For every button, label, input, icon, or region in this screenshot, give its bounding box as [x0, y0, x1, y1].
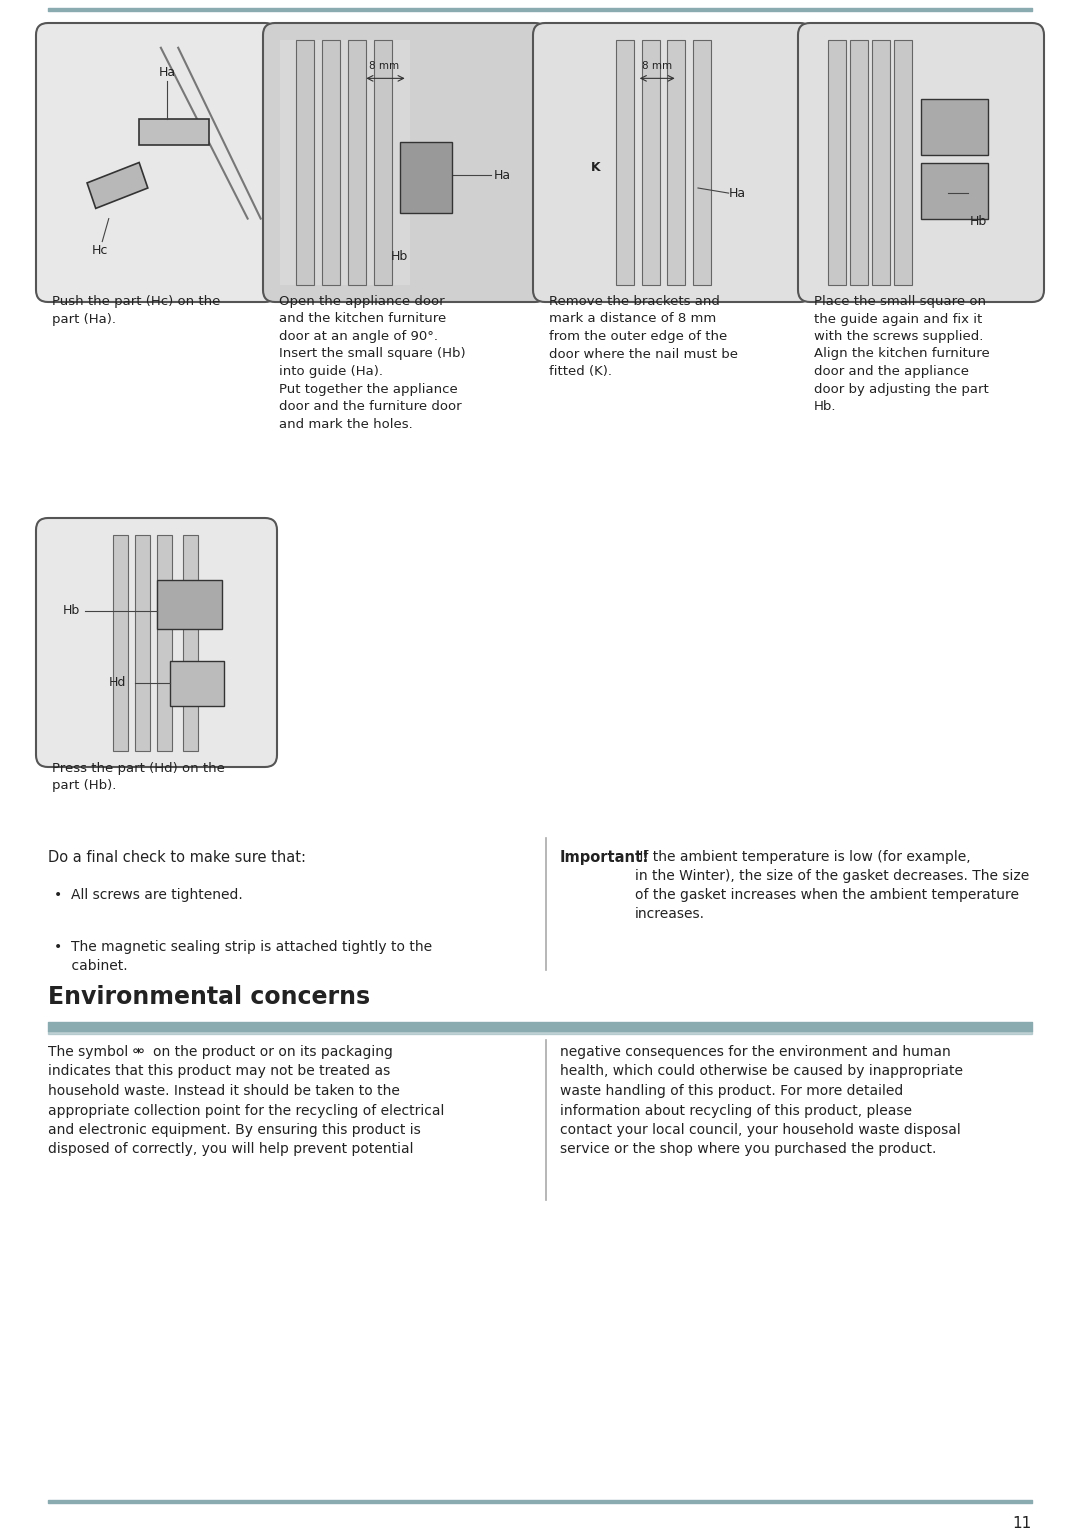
Bar	[827, 40, 846, 284]
Text: Hb: Hb	[391, 251, 408, 263]
Bar	[921, 99, 987, 154]
Text: Open the appliance door
and the kitchen furniture
door at an angle of 90°.
Inser: Open the appliance door and the kitchen …	[279, 295, 465, 431]
Text: Hb: Hb	[64, 604, 80, 618]
Text: Press the part (Hd) on the
part (Hb).: Press the part (Hd) on the part (Hb).	[52, 761, 225, 792]
Bar	[693, 40, 711, 284]
Bar	[873, 40, 890, 284]
Bar	[348, 40, 366, 284]
Text: Place the small square on
the guide again and fix it
with the screws supplied.
A: Place the small square on the guide agai…	[814, 295, 989, 413]
Bar	[170, 661, 224, 705]
Text: Ha: Ha	[159, 66, 176, 78]
Text: K: K	[591, 161, 600, 174]
FancyBboxPatch shape	[798, 23, 1044, 303]
Text: 8 mm: 8 mm	[643, 61, 672, 70]
Bar	[113, 535, 129, 751]
Bar	[617, 40, 634, 284]
Text: Ha: Ha	[494, 168, 511, 182]
Text: 8 mm: 8 mm	[369, 61, 400, 70]
Bar	[135, 535, 150, 751]
Polygon shape	[87, 162, 148, 208]
Bar	[921, 162, 987, 219]
Text: Remove the brackets and
mark a distance of 8 mm
from the outer edge of the
door : Remove the brackets and mark a distance …	[549, 295, 738, 378]
Text: •  The magnetic sealing strip is attached tightly to the
    cabinet.: • The magnetic sealing strip is attached…	[54, 940, 432, 972]
Text: negative consequences for the environment and human
health, which could otherwis: negative consequences for the environmen…	[561, 1044, 963, 1156]
Text: Push the part (Hc) on the
part (Ha).: Push the part (Hc) on the part (Ha).	[52, 295, 220, 326]
FancyBboxPatch shape	[36, 23, 276, 303]
FancyBboxPatch shape	[534, 23, 812, 303]
Text: Hc: Hc	[92, 245, 108, 257]
FancyBboxPatch shape	[264, 23, 546, 303]
Bar	[280, 40, 410, 284]
Text: Hb: Hb	[970, 214, 987, 228]
Bar	[894, 40, 913, 284]
Bar	[667, 40, 685, 284]
Bar	[296, 40, 314, 284]
Bar	[374, 40, 392, 284]
Bar	[400, 142, 451, 214]
Bar	[850, 40, 867, 284]
Text: Important!: Important!	[561, 850, 650, 865]
Bar	[157, 535, 172, 751]
Text: Environmental concerns: Environmental concerns	[48, 985, 370, 1009]
FancyBboxPatch shape	[36, 518, 276, 768]
Text: Do a final check to make sure that:: Do a final check to make sure that:	[48, 850, 306, 865]
Text: Ha: Ha	[729, 187, 745, 200]
Text: If the ambient temperature is low (for example,
in the Winter), the size of the : If the ambient temperature is low (for e…	[635, 850, 1029, 920]
Text: Hd: Hd	[109, 676, 126, 690]
Bar	[139, 119, 208, 145]
Bar	[642, 40, 660, 284]
Bar	[157, 579, 221, 628]
Bar	[183, 535, 198, 751]
Text: •  All screws are tightened.: • All screws are tightened.	[54, 888, 243, 902]
Text: The symbol ⚮  on the product or on its packaging
indicates that this product may: The symbol ⚮ on the product or on its pa…	[48, 1044, 444, 1156]
Text: 11: 11	[1013, 1515, 1032, 1529]
Bar	[322, 40, 340, 284]
